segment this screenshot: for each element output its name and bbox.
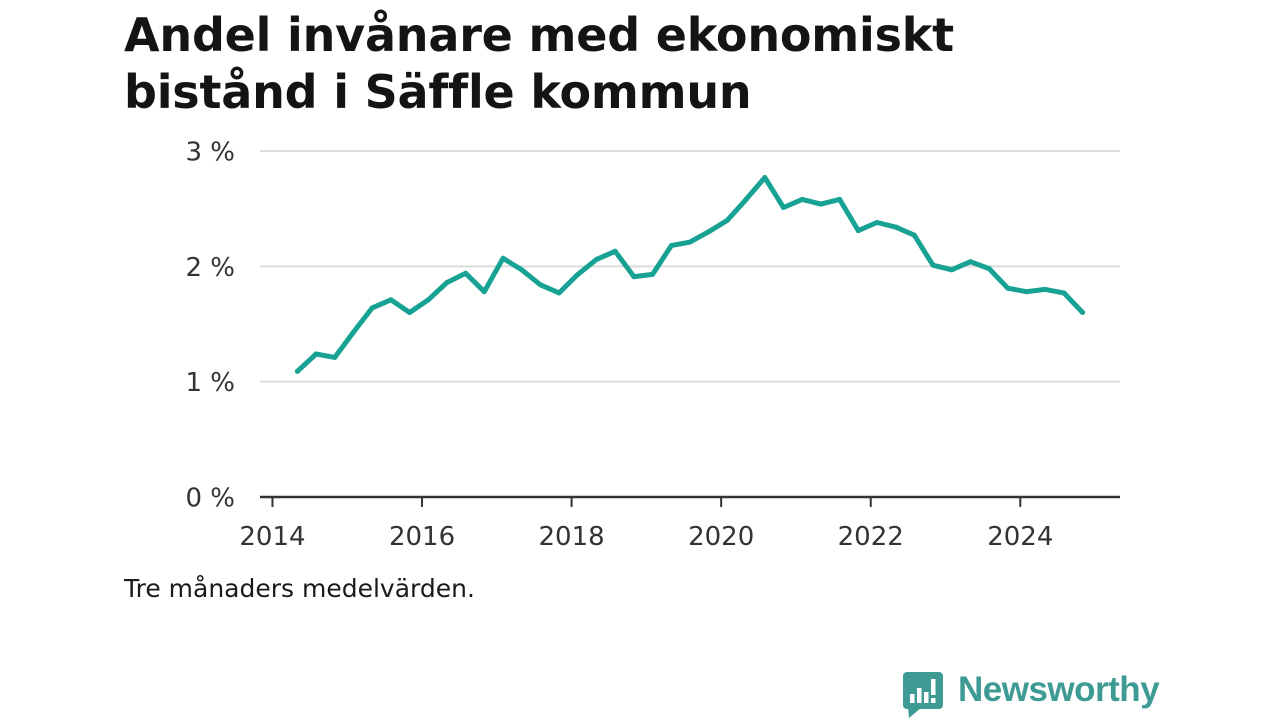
data-point <box>967 259 973 265</box>
data-point <box>500 255 506 261</box>
chart-note: Tre månaders medelvärden. <box>124 574 475 603</box>
data-point <box>537 282 543 288</box>
data-point <box>743 196 749 202</box>
y-tick-label: 3 % <box>185 138 235 168</box>
data-point <box>818 201 824 207</box>
data-point <box>556 290 562 296</box>
data-point <box>481 289 487 295</box>
chart-title: Andel invånare med ekonomiskt bistånd i … <box>124 8 954 119</box>
data-point <box>724 217 730 223</box>
y-tick-label: 2 % <box>185 253 235 283</box>
series-line <box>294 175 1086 374</box>
y-tick-label: 1 % <box>185 368 235 398</box>
data-point <box>425 297 431 303</box>
data-point <box>294 368 300 374</box>
data-point <box>650 271 656 277</box>
data-point <box>949 267 955 273</box>
data-point <box>631 274 637 280</box>
data-point <box>893 224 899 230</box>
data-point <box>837 196 843 202</box>
x-tick-label: 2024 <box>987 522 1053 552</box>
data-point <box>762 175 768 180</box>
data-point <box>388 297 394 303</box>
y-tick-label: 0 % <box>185 484 235 514</box>
logo-text: Newsworthy <box>958 670 1160 709</box>
data-point <box>332 354 338 360</box>
data-point <box>594 256 599 262</box>
x-tick-label: 2016 <box>389 522 455 552</box>
data-point <box>930 262 936 268</box>
line-chart: 0 % 1 % 2 % 3 % 2014 2016 2018 2020 2022 2024 <box>185 138 1120 552</box>
data-point <box>313 351 319 357</box>
newsworthy-logo: Newsworthy <box>903 670 1163 718</box>
data-point <box>911 232 917 238</box>
x-tick-label: 2022 <box>838 522 904 552</box>
newsworthy-logo-icon <box>903 672 943 718</box>
data-point <box>407 310 413 315</box>
data-point <box>706 229 712 235</box>
logo-bar <box>910 694 915 703</box>
data-point <box>369 305 375 311</box>
data-point <box>1005 285 1011 291</box>
logo-bar <box>917 688 922 703</box>
y-axis: 0 % 1 % 2 % 3 % <box>185 138 235 514</box>
data-point <box>1080 310 1086 315</box>
data-point <box>463 270 469 276</box>
data-point <box>1061 290 1067 296</box>
logo-bubble-tail <box>908 708 921 718</box>
logo-exclamation-dot <box>931 698 936 703</box>
data-point <box>781 205 786 210</box>
x-tick-label: 2020 <box>688 522 754 552</box>
data-point <box>874 220 880 225</box>
logo-bar <box>924 692 929 703</box>
x-tick-label: 2018 <box>539 522 605 552</box>
data-point <box>575 271 581 277</box>
data-point <box>519 267 525 273</box>
x-axis: 2014 2016 2018 2020 2022 2024 <box>239 495 1120 552</box>
y-gridlines <box>260 150 1120 383</box>
data-point <box>668 243 674 249</box>
logo-bubble <box>903 672 943 709</box>
data-point <box>855 228 861 234</box>
data-point <box>799 196 805 202</box>
data-point <box>612 248 618 254</box>
series <box>294 175 1086 374</box>
logo-exclamation-bar <box>931 679 936 695</box>
data-point <box>687 239 693 245</box>
data-point <box>986 266 992 272</box>
data-point <box>351 329 356 335</box>
data-point <box>1024 289 1029 295</box>
x-tick-label: 2014 <box>239 522 305 552</box>
data-point <box>444 280 450 285</box>
data-point <box>1042 286 1048 292</box>
